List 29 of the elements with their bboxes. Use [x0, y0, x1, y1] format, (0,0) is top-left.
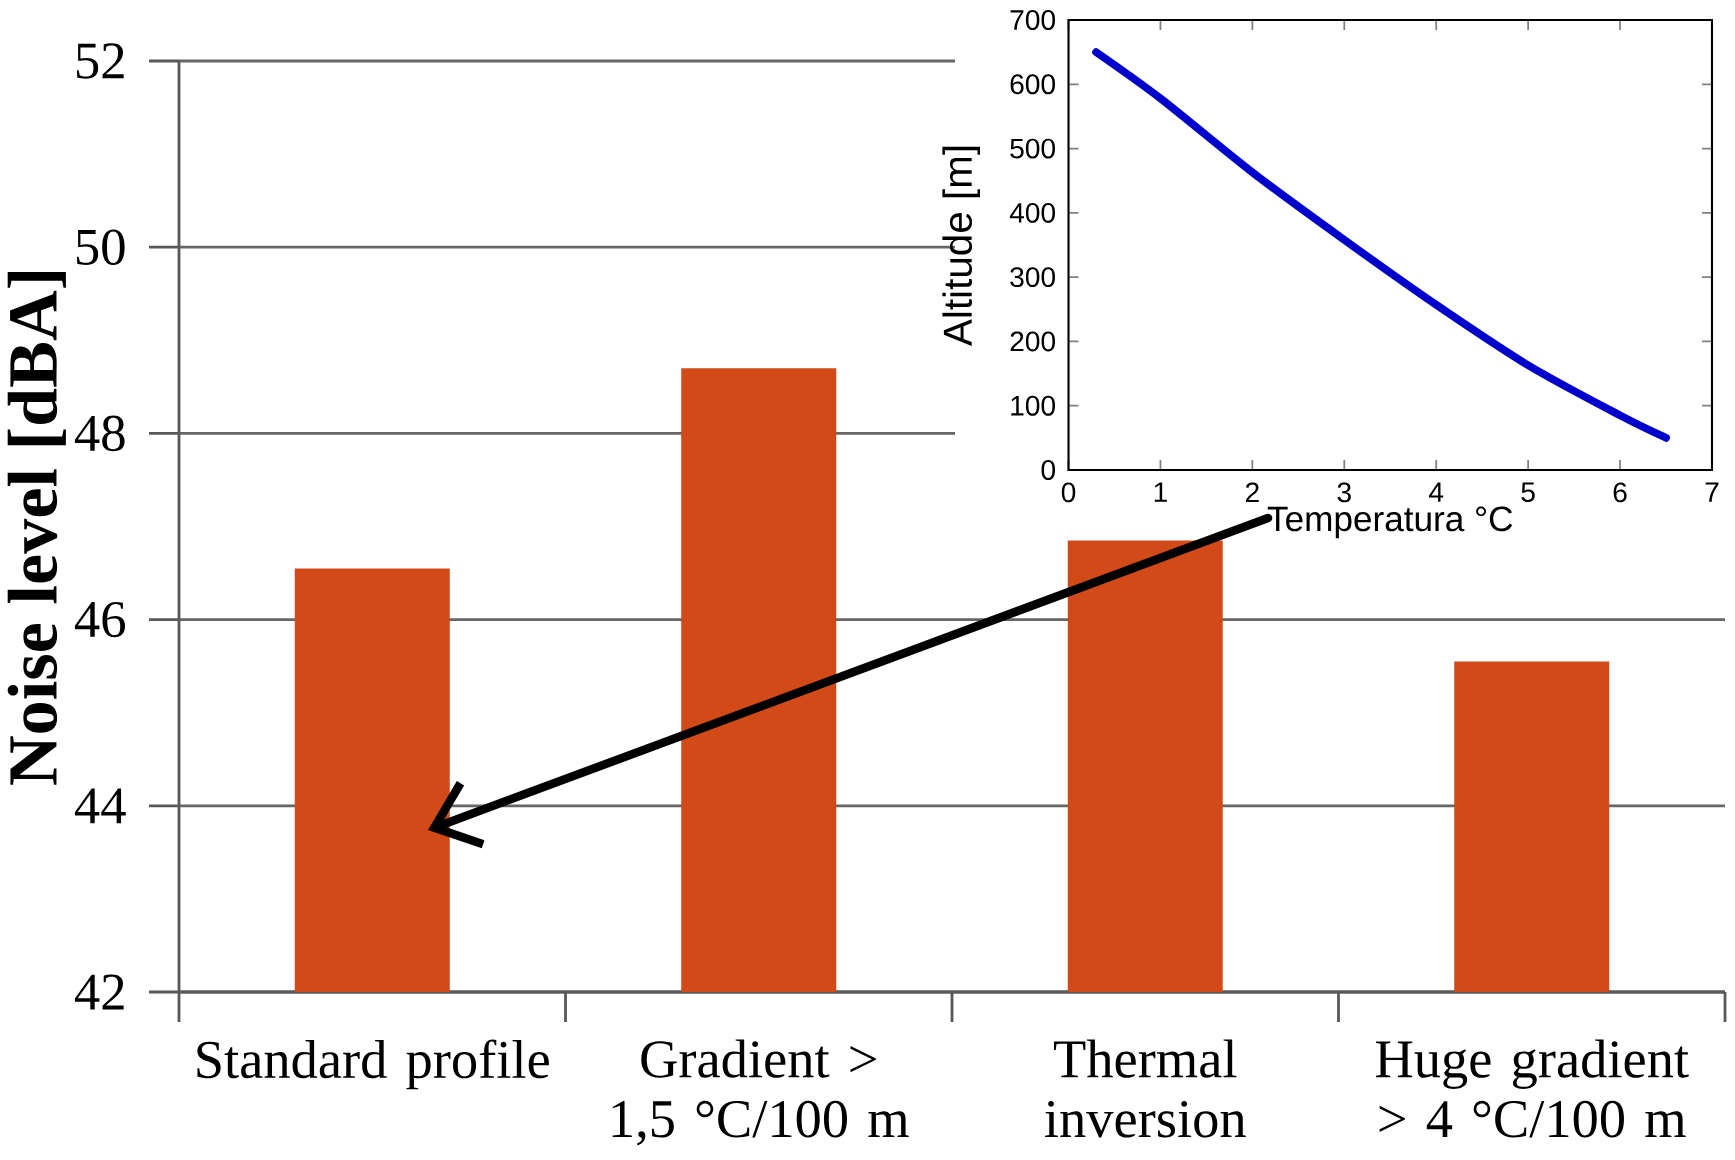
- y-tick-label: 400: [1009, 202, 1055, 223]
- y-tick-label: 100: [1011, 395, 1055, 416]
- y-tick-label: 200: [1010, 331, 1055, 352]
- y-tick-label: 48: [74, 415, 125, 452]
- y-tick-label: 300: [1010, 267, 1055, 288]
- y-axis-title: Noise level [dBA]: [7, 272, 66, 785]
- y-tick-label: 52: [76, 43, 124, 79]
- x-tick-label: 4: [1429, 482, 1444, 502]
- x-tick-label: Standard profile: [197, 1039, 549, 1090]
- y-tick-label: 500: [1010, 138, 1055, 159]
- y-tick-label: 0: [1041, 460, 1056, 480]
- y-tick-label: 700: [1010, 10, 1055, 30]
- y-tick-label: 50: [76, 229, 125, 265]
- x-tick-label: 5: [1521, 482, 1535, 503]
- x-tick-label: 0: [1061, 482, 1076, 503]
- x-tick-label: Huge gradient > 4 °C/100 m: [1375, 1039, 1689, 1138]
- y-tick-label: 46: [74, 601, 126, 638]
- y-tick-label: 42: [74, 974, 124, 1010]
- y-axis-title: Altitude [m]: [942, 146, 981, 347]
- y-tick-label: 44: [74, 788, 126, 824]
- x-tick-label: Thermal inversion: [1045, 1039, 1246, 1138]
- x-tick-label: 6: [1613, 482, 1627, 503]
- y-tick-label: 600: [1010, 74, 1055, 95]
- x-tick-label: Gradient > 1,5 °C/100 m: [612, 1039, 909, 1146]
- x-tick-label: 1: [1154, 482, 1167, 502]
- x-tick-label: 7: [1705, 482, 1719, 502]
- x-axis-title: Temperatura °C: [1267, 506, 1513, 539]
- x-tick-label: 2: [1245, 482, 1259, 503]
- x-tick-label: 3: [1337, 482, 1351, 503]
